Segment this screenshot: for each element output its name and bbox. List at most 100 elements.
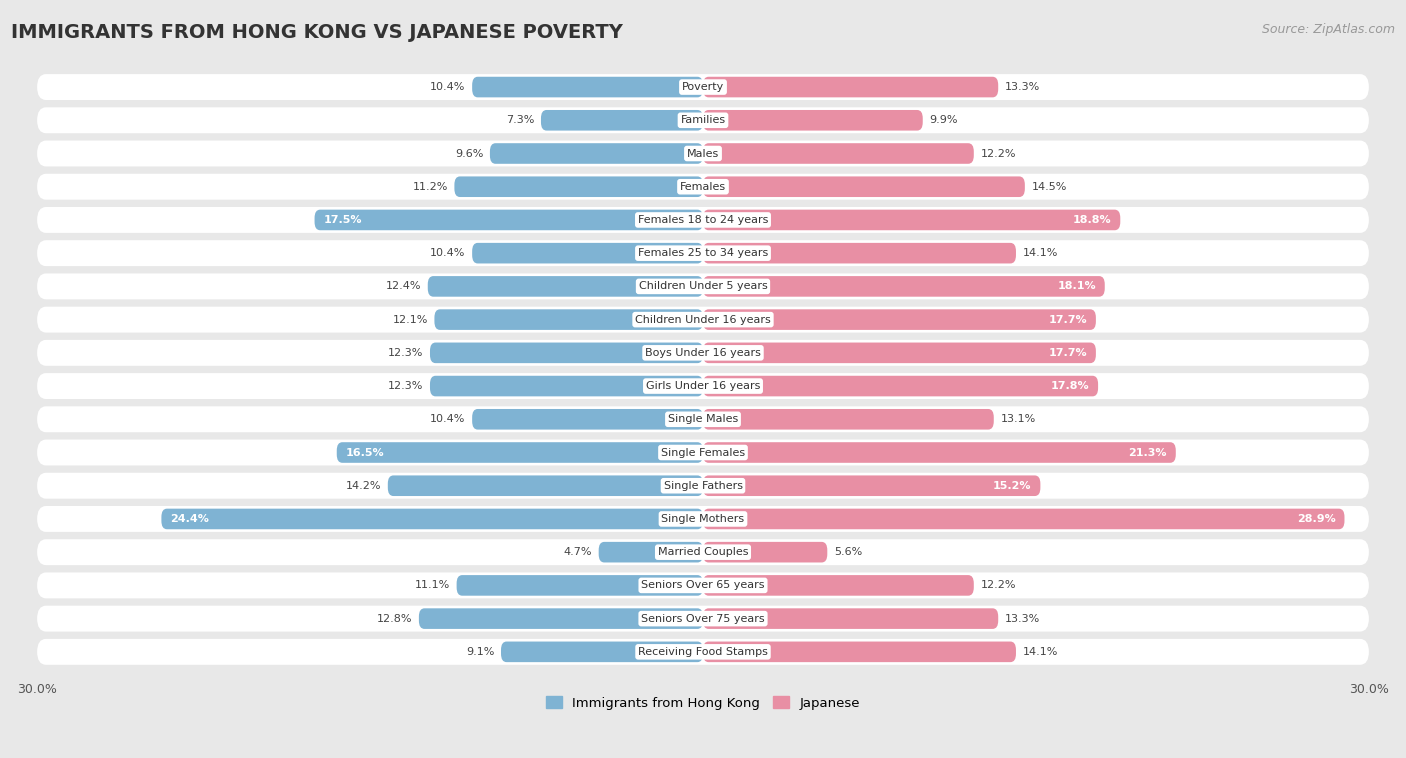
Text: Females 18 to 24 years: Females 18 to 24 years [638, 215, 768, 225]
FancyBboxPatch shape [489, 143, 703, 164]
Text: Source: ZipAtlas.com: Source: ZipAtlas.com [1261, 23, 1395, 36]
Text: 17.5%: 17.5% [323, 215, 361, 225]
FancyBboxPatch shape [37, 340, 1369, 366]
FancyBboxPatch shape [37, 174, 1369, 199]
Text: Married Couples: Married Couples [658, 547, 748, 557]
FancyBboxPatch shape [703, 641, 1017, 662]
Text: 9.6%: 9.6% [456, 149, 484, 158]
FancyBboxPatch shape [37, 240, 1369, 266]
FancyBboxPatch shape [37, 373, 1369, 399]
Text: 12.1%: 12.1% [392, 315, 427, 324]
Text: 17.8%: 17.8% [1050, 381, 1090, 391]
Text: 12.3%: 12.3% [388, 381, 423, 391]
Text: 11.2%: 11.2% [412, 182, 447, 192]
FancyBboxPatch shape [37, 274, 1369, 299]
FancyBboxPatch shape [37, 639, 1369, 665]
Text: 10.4%: 10.4% [430, 82, 465, 92]
Text: Boys Under 16 years: Boys Under 16 years [645, 348, 761, 358]
FancyBboxPatch shape [37, 473, 1369, 499]
Text: Girls Under 16 years: Girls Under 16 years [645, 381, 761, 391]
Text: 5.6%: 5.6% [834, 547, 862, 557]
FancyBboxPatch shape [37, 440, 1369, 465]
Text: 9.1%: 9.1% [465, 647, 495, 657]
Text: 13.1%: 13.1% [1001, 415, 1036, 424]
FancyBboxPatch shape [427, 276, 703, 296]
Text: Families: Families [681, 115, 725, 125]
FancyBboxPatch shape [37, 108, 1369, 133]
FancyBboxPatch shape [703, 309, 1095, 330]
FancyBboxPatch shape [703, 343, 1095, 363]
FancyBboxPatch shape [37, 572, 1369, 598]
FancyBboxPatch shape [37, 406, 1369, 432]
Text: 12.8%: 12.8% [377, 614, 412, 624]
Text: 11.1%: 11.1% [415, 581, 450, 590]
FancyBboxPatch shape [454, 177, 703, 197]
FancyBboxPatch shape [703, 77, 998, 97]
FancyBboxPatch shape [703, 210, 1121, 230]
Text: 24.4%: 24.4% [170, 514, 209, 524]
Text: Females: Females [681, 182, 725, 192]
Text: 13.3%: 13.3% [1005, 614, 1040, 624]
Text: Single Males: Single Males [668, 415, 738, 424]
Text: 10.4%: 10.4% [430, 415, 465, 424]
FancyBboxPatch shape [37, 140, 1369, 167]
Text: 12.3%: 12.3% [388, 348, 423, 358]
FancyBboxPatch shape [703, 376, 1098, 396]
FancyBboxPatch shape [501, 641, 703, 662]
Text: 15.2%: 15.2% [993, 481, 1032, 490]
Text: Females 25 to 34 years: Females 25 to 34 years [638, 248, 768, 258]
Text: 7.3%: 7.3% [506, 115, 534, 125]
Text: IMMIGRANTS FROM HONG KONG VS JAPANESE POVERTY: IMMIGRANTS FROM HONG KONG VS JAPANESE PO… [11, 23, 623, 42]
FancyBboxPatch shape [419, 609, 703, 629]
FancyBboxPatch shape [337, 442, 703, 463]
Text: Poverty: Poverty [682, 82, 724, 92]
FancyBboxPatch shape [703, 409, 994, 430]
Text: 13.3%: 13.3% [1005, 82, 1040, 92]
Text: 16.5%: 16.5% [346, 447, 384, 458]
FancyBboxPatch shape [162, 509, 703, 529]
Text: 12.4%: 12.4% [385, 281, 422, 291]
Text: 14.2%: 14.2% [346, 481, 381, 490]
FancyBboxPatch shape [472, 243, 703, 264]
Text: Receiving Food Stamps: Receiving Food Stamps [638, 647, 768, 657]
FancyBboxPatch shape [599, 542, 703, 562]
FancyBboxPatch shape [703, 177, 1025, 197]
Text: 18.1%: 18.1% [1057, 281, 1095, 291]
Text: 12.2%: 12.2% [980, 581, 1017, 590]
FancyBboxPatch shape [388, 475, 703, 496]
FancyBboxPatch shape [703, 276, 1105, 296]
Text: Seniors Over 65 years: Seniors Over 65 years [641, 581, 765, 590]
Text: 17.7%: 17.7% [1049, 348, 1087, 358]
FancyBboxPatch shape [434, 309, 703, 330]
Text: 14.5%: 14.5% [1032, 182, 1067, 192]
Text: 14.1%: 14.1% [1022, 248, 1057, 258]
FancyBboxPatch shape [703, 509, 1344, 529]
FancyBboxPatch shape [37, 207, 1369, 233]
FancyBboxPatch shape [430, 376, 703, 396]
FancyBboxPatch shape [37, 307, 1369, 333]
FancyBboxPatch shape [472, 409, 703, 430]
Text: Seniors Over 75 years: Seniors Over 75 years [641, 614, 765, 624]
Text: 21.3%: 21.3% [1129, 447, 1167, 458]
Text: 12.2%: 12.2% [980, 149, 1017, 158]
Text: Single Fathers: Single Fathers [664, 481, 742, 490]
FancyBboxPatch shape [457, 575, 703, 596]
FancyBboxPatch shape [37, 506, 1369, 532]
Text: Males: Males [688, 149, 718, 158]
FancyBboxPatch shape [703, 575, 974, 596]
Legend: Immigrants from Hong Kong, Japanese: Immigrants from Hong Kong, Japanese [540, 691, 866, 715]
FancyBboxPatch shape [37, 74, 1369, 100]
FancyBboxPatch shape [703, 243, 1017, 264]
FancyBboxPatch shape [703, 475, 1040, 496]
FancyBboxPatch shape [703, 542, 827, 562]
Text: 9.9%: 9.9% [929, 115, 957, 125]
FancyBboxPatch shape [37, 606, 1369, 631]
FancyBboxPatch shape [703, 110, 922, 130]
FancyBboxPatch shape [541, 110, 703, 130]
FancyBboxPatch shape [472, 77, 703, 97]
Text: Children Under 5 years: Children Under 5 years [638, 281, 768, 291]
Text: 10.4%: 10.4% [430, 248, 465, 258]
Text: 28.9%: 28.9% [1296, 514, 1336, 524]
FancyBboxPatch shape [703, 442, 1175, 463]
FancyBboxPatch shape [430, 343, 703, 363]
